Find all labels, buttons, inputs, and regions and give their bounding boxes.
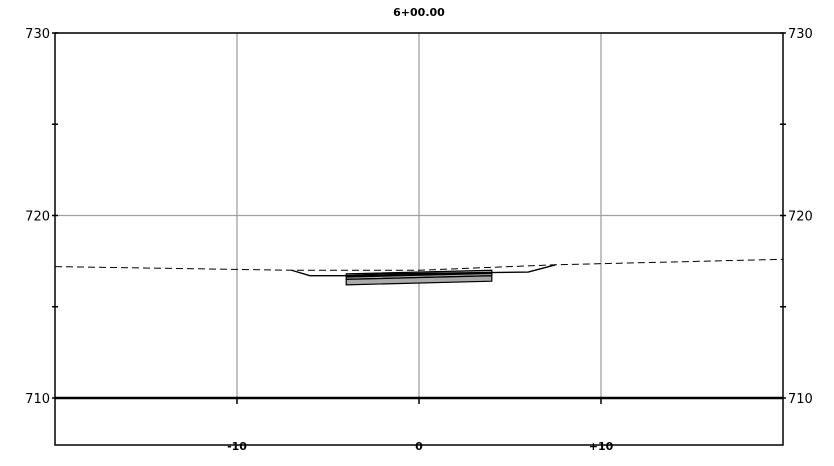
pavement-lower-layer [345, 275, 493, 286]
y-axis-labels: 710 710 720 720 730 730 [25, 27, 813, 407]
y-tick-label-left: 710 [25, 392, 50, 407]
grid-lines [55, 32, 783, 399]
pavement-layer-divider [346, 271, 492, 278]
proposed-grade-line [291, 264, 556, 277]
x-tick-label: -10 [227, 440, 247, 453]
y-tick-label-right: 710 [788, 392, 813, 407]
y-tick-label-left: 730 [25, 27, 50, 42]
profile-lines [54, 258, 784, 277]
chart-title: 6+00.00 [393, 6, 445, 19]
y-tick-label-right: 720 [788, 210, 813, 225]
x-tick-label: +10 [589, 440, 614, 453]
plot-frame [52, 32, 786, 446]
y-tick-label-right: 730 [788, 27, 813, 42]
x-tick-label: 0 [415, 440, 423, 453]
pavement-section [345, 269, 493, 286]
existing-ground-line [54, 258, 784, 271]
frame-border [54, 32, 784, 446]
y-tick-label-left: 720 [25, 210, 50, 225]
x-axis-labels: -10 0 +10 [227, 440, 614, 453]
